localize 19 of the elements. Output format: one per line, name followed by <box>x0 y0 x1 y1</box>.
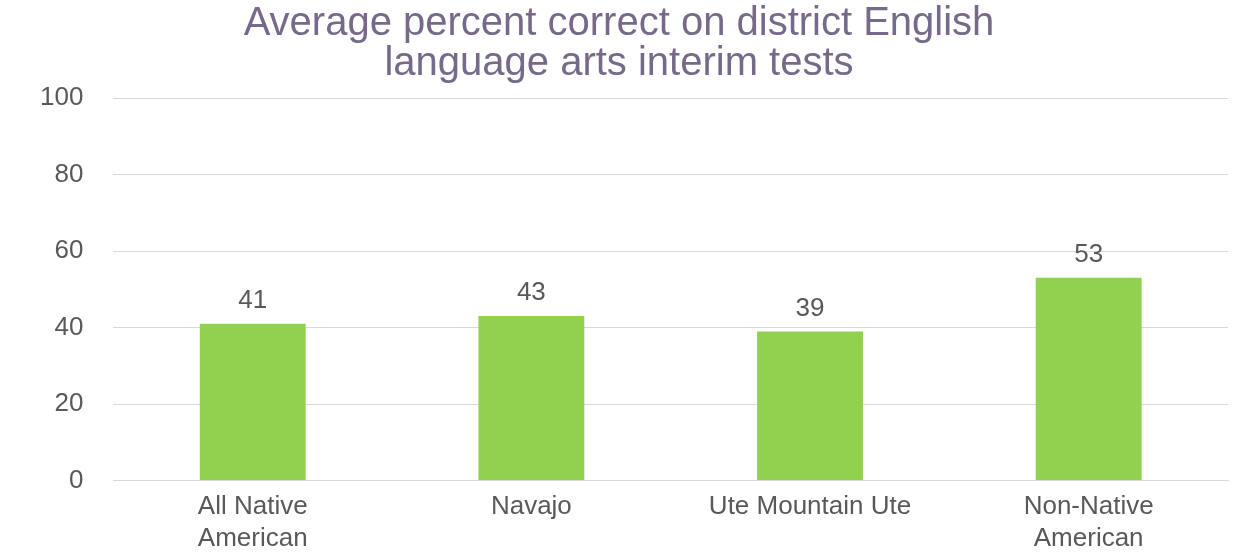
data-label: 43 <box>516 276 546 307</box>
x-tick-label: All Native American <box>197 490 308 552</box>
y-tick-label: 40 <box>54 310 84 341</box>
x-tick-label: Navajo <box>490 490 572 521</box>
bar <box>478 316 585 481</box>
x-tick-label: Non-Native American <box>1023 490 1154 552</box>
y-tick-label: 0 <box>68 463 84 494</box>
bar <box>199 323 306 481</box>
y-tick-label: 80 <box>54 157 84 188</box>
y-tick-label: 20 <box>54 387 84 418</box>
bar <box>1035 277 1142 481</box>
data-label: 41 <box>238 283 268 314</box>
data-label: 39 <box>795 291 825 322</box>
x-tick-label: Ute Mountain Ute <box>708 490 912 521</box>
y-tick-label: 60 <box>54 234 84 265</box>
y-tick-label: 100 <box>39 81 84 112</box>
chart-title: Average percent correct on district English language arts interim tests <box>243 0 995 84</box>
bar <box>757 331 863 481</box>
data-label: 53 <box>1074 237 1104 268</box>
